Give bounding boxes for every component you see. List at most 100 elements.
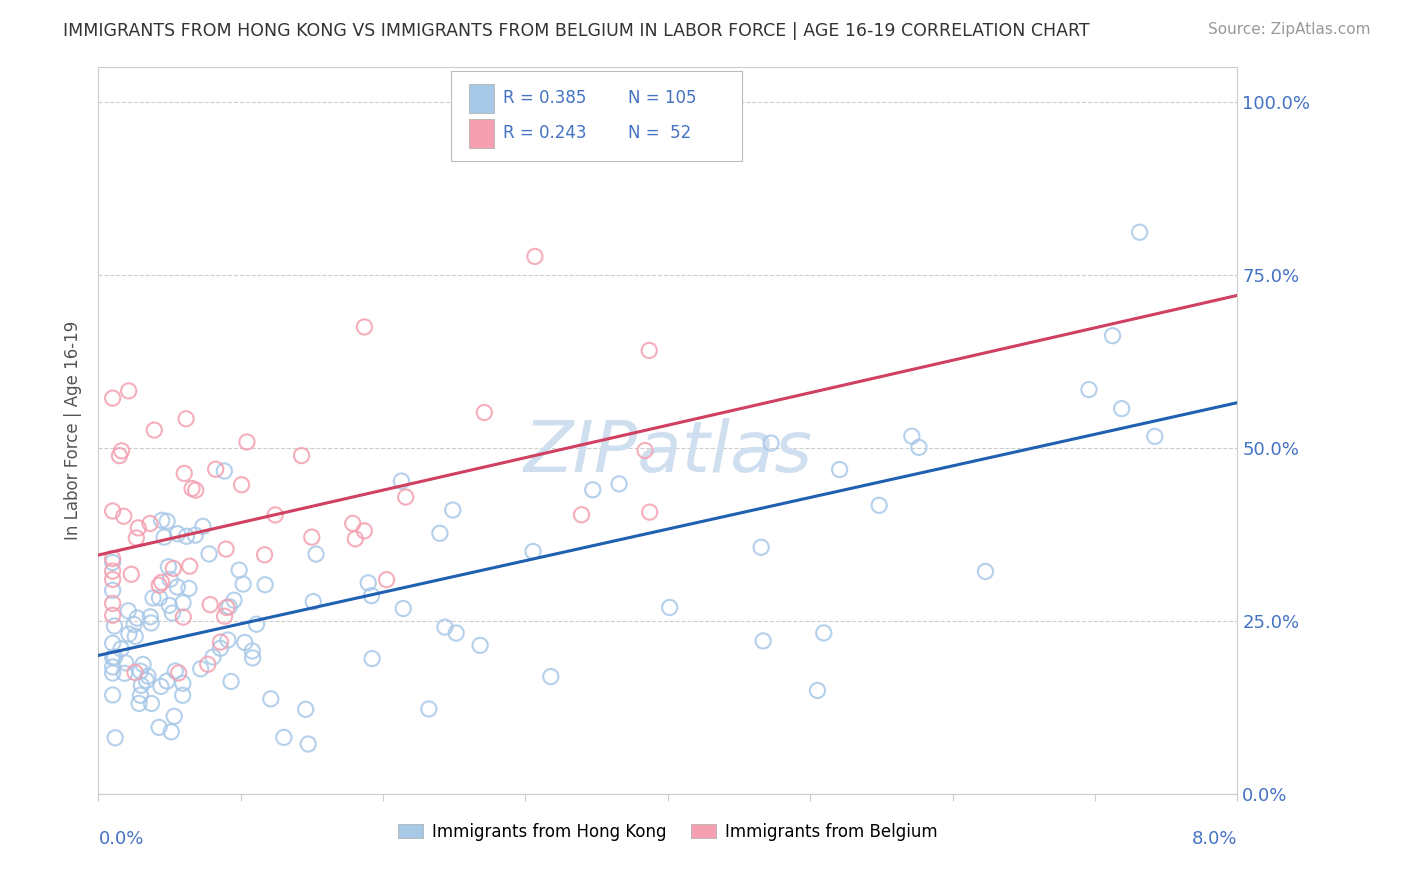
Point xyxy=(166,526,188,541)
Text: 0.0%: 0.0% xyxy=(98,830,143,848)
Point xyxy=(233,635,256,649)
Point xyxy=(806,683,828,698)
Point xyxy=(260,691,283,706)
Point xyxy=(101,650,124,665)
Point xyxy=(395,490,418,504)
Point xyxy=(143,423,166,437)
Point xyxy=(104,650,127,665)
Point xyxy=(344,532,367,546)
Point xyxy=(523,249,546,263)
Point xyxy=(638,505,661,519)
Point xyxy=(184,483,207,497)
Point xyxy=(974,565,997,579)
Point xyxy=(231,477,253,491)
Point xyxy=(582,483,605,497)
Point xyxy=(149,680,172,694)
Point xyxy=(441,503,464,517)
Point xyxy=(215,600,238,615)
Point xyxy=(214,609,236,624)
Point xyxy=(240,644,263,658)
Point xyxy=(908,441,931,455)
Point xyxy=(103,619,125,633)
Point xyxy=(868,498,890,512)
Text: R = 0.385: R = 0.385 xyxy=(503,89,586,107)
Point xyxy=(136,669,159,683)
Point xyxy=(1129,225,1152,239)
Point xyxy=(117,604,139,618)
Point xyxy=(172,688,194,702)
Text: Source: ZipAtlas.com: Source: ZipAtlas.com xyxy=(1208,22,1371,37)
Point xyxy=(148,720,170,734)
Point xyxy=(101,666,124,681)
Point xyxy=(157,559,180,574)
Point xyxy=(228,563,250,577)
Point xyxy=(101,504,124,518)
Point xyxy=(177,582,200,596)
Point xyxy=(392,601,415,615)
Point xyxy=(254,578,277,592)
Point xyxy=(184,528,207,542)
FancyBboxPatch shape xyxy=(468,84,494,112)
Point xyxy=(813,626,835,640)
Point xyxy=(198,547,221,561)
Point xyxy=(139,609,162,624)
Point xyxy=(101,564,124,578)
Point xyxy=(150,575,173,590)
Point xyxy=(101,596,124,610)
Point xyxy=(444,626,467,640)
Point xyxy=(167,665,190,680)
Point xyxy=(607,476,630,491)
Point xyxy=(172,610,194,624)
Point xyxy=(236,435,259,450)
Point xyxy=(658,600,681,615)
Point xyxy=(142,591,165,605)
Point xyxy=(104,731,127,745)
FancyBboxPatch shape xyxy=(451,70,742,161)
Point xyxy=(273,731,295,745)
Point xyxy=(217,633,239,648)
Point xyxy=(166,580,188,594)
Point xyxy=(101,573,124,587)
Legend: Immigrants from Hong Kong, Immigrants from Belgium: Immigrants from Hong Kong, Immigrants fr… xyxy=(392,816,943,847)
Point xyxy=(101,608,124,623)
Point xyxy=(353,524,375,538)
Point xyxy=(124,665,146,680)
Point xyxy=(418,702,440,716)
Point xyxy=(759,436,782,450)
Point xyxy=(101,391,124,405)
Point xyxy=(297,737,319,751)
Point xyxy=(110,443,132,458)
Point xyxy=(201,650,224,665)
Point xyxy=(114,656,136,670)
Point xyxy=(124,629,146,643)
Point xyxy=(156,674,179,689)
Point xyxy=(112,509,135,524)
Point xyxy=(294,702,316,716)
Text: IMMIGRANTS FROM HONG KONG VS IMMIGRANTS FROM BELGIUM IN LABOR FORCE | AGE 16-19 : IMMIGRANTS FROM HONG KONG VS IMMIGRANTS … xyxy=(63,22,1090,40)
Point xyxy=(214,464,236,478)
Point xyxy=(129,664,152,678)
Point xyxy=(360,589,382,603)
Text: ZIPatlas: ZIPatlas xyxy=(523,417,813,487)
Point xyxy=(391,474,413,488)
Text: R = 0.243: R = 0.243 xyxy=(503,124,586,142)
Point xyxy=(173,467,195,481)
Point xyxy=(1101,328,1123,343)
Point xyxy=(162,606,184,620)
Point xyxy=(305,547,328,561)
Point xyxy=(127,611,149,625)
Point xyxy=(752,634,775,648)
Point xyxy=(101,583,124,598)
Point xyxy=(101,688,124,702)
Y-axis label: In Labor Force | Age 16-19: In Labor Force | Age 16-19 xyxy=(65,321,83,540)
Point xyxy=(118,384,141,398)
Point xyxy=(148,578,170,592)
Point xyxy=(110,641,132,656)
Point xyxy=(472,405,495,419)
Point xyxy=(353,320,375,334)
Point xyxy=(634,443,657,458)
Point xyxy=(342,516,364,531)
Point xyxy=(219,674,242,689)
Point xyxy=(174,411,197,425)
Point xyxy=(118,627,141,641)
